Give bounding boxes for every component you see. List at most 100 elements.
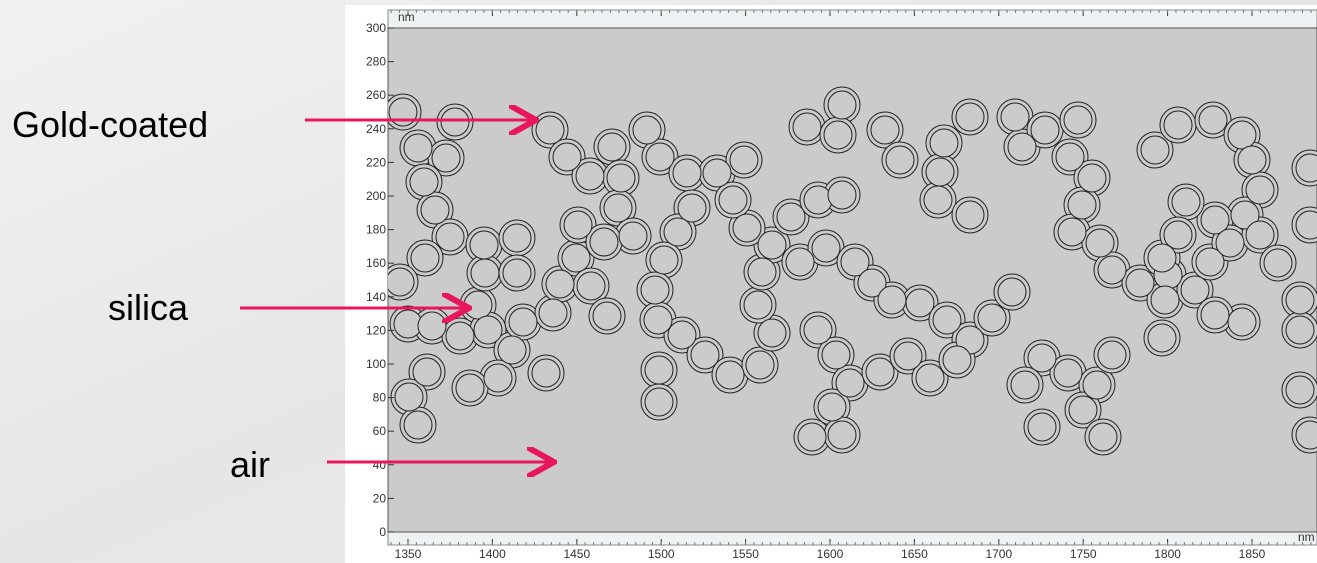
silica-core [509,308,537,336]
silica-core [410,168,438,196]
silica-core [924,186,952,214]
y-tick-label: 140 [366,290,386,304]
y-tick-label: 260 [366,88,386,102]
silica-core [798,423,826,451]
silica-core [668,321,696,349]
y-tick-label: 0 [379,525,386,539]
silica-core [1008,133,1036,161]
silica-core [404,134,432,162]
y-tick-label: 80 [373,391,387,405]
silica-core [1216,229,1244,257]
silica-core [691,341,719,369]
silica-core [1069,396,1097,424]
silica-core [933,306,961,334]
silica-core [650,246,678,274]
silica-core [1172,188,1200,216]
label-gold: Gold-coated [12,104,208,145]
silica-core [389,98,417,126]
x-tick-label: 1700 [985,547,1012,561]
silica-core [894,342,922,370]
silica-core [441,108,469,136]
silica-core [758,319,786,347]
silica-core [804,316,832,344]
silica-core [1098,256,1126,284]
silica-core [777,203,805,231]
silica-core [1011,371,1039,399]
silica-core [413,358,441,386]
silica-core [553,143,581,171]
silica-core [824,121,852,149]
silica-core [1151,286,1179,314]
silica-core [633,116,661,144]
silica-core [916,364,944,392]
silica-core [1001,103,1029,131]
silica-core [1054,359,1082,387]
silica-core [1078,164,1106,192]
silica-core [1126,269,1154,297]
silica-core [471,259,499,287]
silica-core [828,421,856,449]
silica-core [748,258,776,286]
y-tick-label: 220 [366,155,386,169]
silica-core [1286,286,1314,314]
silica-core [1164,221,1192,249]
silica-core [539,299,567,327]
silica-core [484,364,512,392]
silica-core [1181,276,1209,304]
silica-core [619,222,647,250]
silica-core [641,276,669,304]
silica-core [744,291,772,319]
silica-core [793,113,821,141]
y-tick-label: 280 [366,55,386,69]
silica-core [1148,244,1176,272]
silica-core [758,231,786,259]
silica-core [828,91,856,119]
x-tick-label: 1550 [732,547,759,561]
silica-core [644,306,672,334]
silica-core [1228,308,1256,336]
y-tick-label: 100 [366,357,386,371]
silica-core [719,186,747,214]
label-silica: silica [108,287,189,328]
silica-core [703,159,731,187]
silica-core [562,244,590,272]
silica-core [577,272,605,300]
silica-core [828,181,856,209]
silica-core [1164,111,1192,139]
silica-core [590,228,618,256]
silica-core [716,361,744,389]
silica-core [1228,121,1256,149]
silica-core [1286,376,1314,404]
x-tick-label: 1350 [395,547,422,561]
x-tick-label: 1450 [563,547,590,561]
silica-core [786,248,814,276]
silica-core [1068,191,1096,219]
silica-core [878,286,906,314]
silica-core [1028,413,1056,441]
label-air: air [230,444,270,485]
silica-core [1028,344,1056,372]
silica-core [818,393,846,421]
silica-core [498,336,526,364]
silica-core [733,214,761,242]
silica-core [503,224,531,252]
silica-core [1246,176,1274,204]
silica-core [943,346,971,374]
silica-core [956,201,984,229]
silica-core [464,291,492,319]
y-tick-label: 40 [373,458,387,472]
silica-core [598,133,626,161]
silica-core [532,359,560,387]
silica-core [804,186,832,214]
silica-core [1031,116,1059,144]
silica-core [536,116,564,144]
silica-core [503,259,531,287]
silica-core [956,103,984,131]
silica-core [564,211,592,239]
silica-core [871,116,899,144]
silica-core [1098,341,1126,369]
silica-core [1083,371,1111,399]
silica-core [1264,249,1292,277]
silica-core [404,411,432,439]
silica-core [1141,136,1169,164]
